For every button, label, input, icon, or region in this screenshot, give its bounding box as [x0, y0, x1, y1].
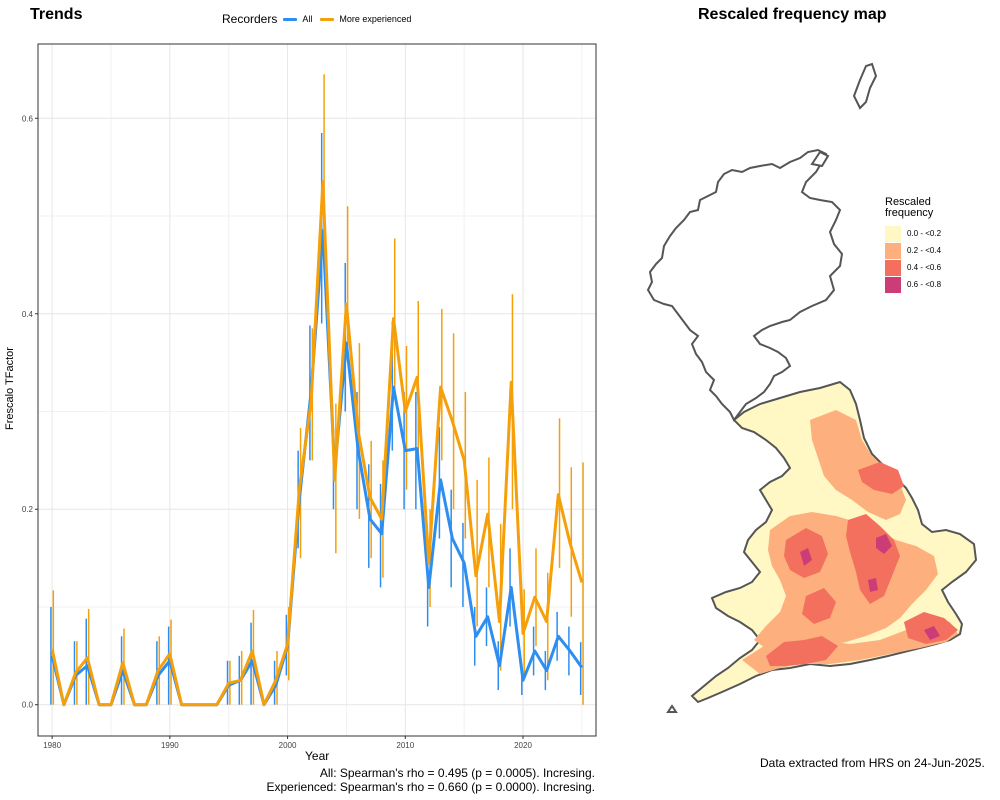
x-tick-label: 2010: [396, 741, 414, 750]
map-zone-0-4-0-6-southwest: [766, 636, 838, 666]
x-axis-title: Year: [305, 749, 330, 763]
series-line: [50, 180, 584, 707]
map-legend-swatch: [885, 259, 901, 276]
legend-item-all: All: [283, 14, 312, 24]
map-legend-label: 0.4 - <0.6: [907, 263, 942, 272]
map-legend-row: 0.6 - <0.8: [885, 276, 955, 293]
legend-swatch-experienced: [320, 17, 335, 21]
stats-all: All: Spearman's rho = 0.495 (p = 0.0005)…: [319, 766, 595, 780]
legend-label-experienced: More experienced: [339, 14, 412, 24]
source-note: Data extracted from HRS on 24-Jun-2025.: [760, 756, 985, 770]
x-tick-label: 2020: [514, 741, 532, 750]
plot-border: [37, 43, 597, 737]
map-zone-0-6-0-8-d: [868, 578, 878, 592]
legend-swatch-all: [283, 17, 298, 21]
stats-experienced: Experienced: Spearman's rho = 0.660 (p =…: [266, 780, 596, 794]
x-tick-label: 2000: [279, 741, 297, 750]
legend-title: Recorders: [222, 12, 278, 26]
y-axis-title: Frescalo TFactor: [4, 347, 16, 430]
map-legend-title: Rescaled frequency: [885, 196, 934, 219]
map-zone-0-4-0-6-north: [858, 462, 904, 494]
map-zone-0-4-0-6-mid: [802, 588, 836, 624]
map-island-small: [666, 704, 678, 713]
map-legend-swatch: [885, 242, 901, 259]
map-zone-0-2-0-4-north: [810, 410, 906, 520]
map-zone-0-6-0-8-c: [924, 626, 940, 640]
map-legend-row: 0.2 - <0.4: [885, 242, 955, 259]
legend-label-all: All: [302, 14, 313, 24]
y-tick-label: 0.0: [22, 701, 34, 710]
y-tick-label: 0.4: [22, 310, 34, 319]
map-legend-label: 0.0 - <0.2: [907, 229, 942, 238]
map-legend-label: 0.6 - <0.8: [907, 280, 942, 289]
map-legend-label: 0.2 - <0.4: [907, 246, 942, 255]
stats-caption: All: Spearman's rho = 0.495 (p = 0.0005)…: [267, 766, 596, 794]
map-title: Rescaled frequency map: [698, 6, 887, 23]
map-island-shetland: [852, 62, 878, 110]
map-coastline-scotland: [646, 148, 844, 422]
map-legend-row: 0.0 - <0.2: [885, 225, 955, 242]
map-legend-swatch: [885, 276, 901, 293]
y-tick-label: 0.6: [22, 114, 34, 123]
map-legend-row: 0.4 - <0.6: [885, 259, 955, 276]
chart-legend: Recorders All More experienced: [222, 12, 419, 26]
x-tick-label: 1980: [43, 741, 61, 750]
map-zone-0-6-0-8-b: [800, 548, 812, 566]
y-tick-label: 0.2: [22, 505, 34, 514]
map-legend: Rescaled frequency 0.0 - <0.2 0.2 - <0.4…: [885, 197, 955, 293]
map-island-orkney: [810, 150, 830, 168]
map-zone-0-6-0-8-a: [876, 534, 892, 554]
legend-item-experienced: More experienced: [320, 14, 411, 24]
x-tick-label: 1990: [161, 741, 179, 750]
map-legend-swatch: [885, 225, 901, 242]
chart-title: Trends: [30, 6, 83, 23]
